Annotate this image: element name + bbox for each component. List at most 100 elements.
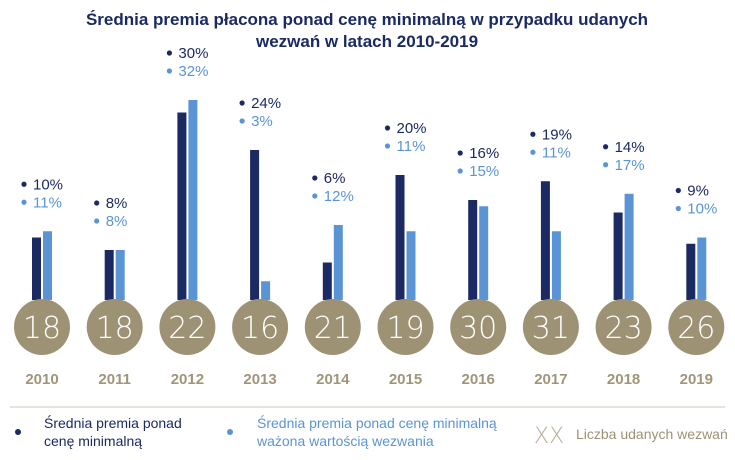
value-label-series1-2015: 20% <box>397 120 427 137</box>
legend: Średnia premia ponad cenę minimalną Śred… <box>15 414 728 449</box>
count-label-2012: 22 <box>168 311 206 346</box>
bar-series2-2011 <box>115 250 125 300</box>
count-circle-2017 <box>522 299 579 355</box>
value-label-series2-2012: 32% <box>178 63 208 80</box>
x-tick-2013: 2013 <box>243 371 276 388</box>
bar-series1-2016 <box>468 200 478 300</box>
value-label-series2-2011: 8% <box>106 213 128 230</box>
legend-series2-label-line2: ważona wartością wezwania <box>256 433 434 449</box>
bar-series2-2018 <box>624 193 634 300</box>
count-label-2010: 18 <box>23 311 61 346</box>
x-tick-2017: 2017 <box>534 371 567 388</box>
label-dot-series1-2019 <box>675 187 681 194</box>
label-dot-series2-2015 <box>384 143 391 149</box>
count-label-2017: 31 <box>532 311 570 346</box>
bar-series1-2012 <box>177 112 187 300</box>
value-label-series1-2018: 14% <box>615 139 645 156</box>
count-circle-2010 <box>14 299 70 355</box>
label-dot-series1-2010 <box>21 181 27 187</box>
value-label-series2-2010: 11% <box>33 194 62 211</box>
count-circle-2019 <box>668 299 725 355</box>
bar-series2-2013 <box>261 281 271 300</box>
count-label-2014: 21 <box>314 311 352 346</box>
bar-series2-2017 <box>551 231 561 300</box>
count-circle-2013 <box>232 299 289 355</box>
legend-series2-label-line1: Średnia premia ponad cenę minimalną <box>257 414 497 431</box>
x-tick-2010: 2010 <box>25 371 58 388</box>
legend-series1-label-line2: cenę minimalną <box>44 433 142 449</box>
label-dot-series2-2013 <box>239 118 245 124</box>
bar-series1-2018 <box>613 212 623 300</box>
x-tick-2019: 2019 <box>680 371 713 388</box>
label-dot-series2-2017 <box>530 149 536 155</box>
bar-series1-2019 <box>686 243 696 300</box>
label-dot-series1-2012 <box>166 50 172 56</box>
count-circle-2014 <box>304 299 361 355</box>
count-circle-2018 <box>595 299 652 355</box>
value-label-series1-2010: 10% <box>33 176 63 193</box>
count-label-2016: 30 <box>459 311 497 346</box>
value-label-series1-2017: 19% <box>542 126 572 143</box>
bar-series1-2014 <box>322 262 332 300</box>
label-dot-series2-2014 <box>312 193 318 199</box>
label-dot-series2-2011 <box>94 218 100 224</box>
bar-series2-2016 <box>479 206 489 300</box>
label-dot-series1-2014 <box>312 175 318 181</box>
count-label-2011: 18 <box>96 311 134 346</box>
value-label-series1-2016: 16% <box>469 145 499 162</box>
count-label-2015: 19 <box>386 311 424 346</box>
bar-series2-2012 <box>188 100 198 300</box>
label-dot-series1-2017 <box>530 131 536 137</box>
bar-series1-2013 <box>250 150 260 300</box>
value-label-series1-2014: 6% <box>324 170 346 187</box>
x-tick-2012: 2012 <box>171 371 204 388</box>
x-tick-2018: 2018 <box>607 371 640 388</box>
legend-count-label: Liczba udanych wezwań <box>576 426 728 442</box>
value-label-series2-2014: 12% <box>324 188 354 205</box>
bar-series2-2019 <box>697 237 707 300</box>
count-circle-2016 <box>450 299 507 355</box>
count-label-2019: 26 <box>677 311 715 346</box>
label-dot-series1-2018 <box>603 144 609 150</box>
chart-title-line2: wezwań w latach 2010-2019 <box>255 32 478 51</box>
label-dot-series1-2015 <box>384 125 391 131</box>
x-tick-2011: 2011 <box>98 371 131 388</box>
value-label-series1-2019: 9% <box>687 183 709 200</box>
bar-series1-2015 <box>395 175 405 300</box>
x-tick-2014: 2014 <box>316 371 350 388</box>
label-dot-series2-2016 <box>457 168 463 174</box>
legend-series1-marker <box>15 429 21 435</box>
legend-count-symbol: XX <box>534 424 564 449</box>
count-circle-2011 <box>86 299 143 355</box>
count-label-2018: 23 <box>605 311 643 346</box>
bar-series1-2017 <box>540 181 550 300</box>
value-label-series2-2016: 15% <box>469 163 499 180</box>
value-label-series1-2012: 30% <box>178 45 208 62</box>
label-dot-series1-2011 <box>94 200 100 206</box>
chart-title-line1: Średnia premia płacona ponad cenę minima… <box>86 10 648 29</box>
value-label-series2-2013: 3% <box>251 113 273 130</box>
bar-series2-2010 <box>43 231 52 300</box>
label-dot-series1-2013 <box>239 100 245 106</box>
label-dot-series2-2012 <box>166 68 172 74</box>
bar-series1-2010 <box>32 237 41 300</box>
bar-series2-2015 <box>406 231 416 300</box>
count-circle-2012 <box>159 299 216 355</box>
x-tick-2016: 2016 <box>462 371 495 388</box>
label-dot-series2-2019 <box>675 205 681 212</box>
bar-series2-2014 <box>333 225 343 300</box>
plot-area: 10%11%1820108%8%18201130%32%22201224%3%1… <box>14 45 725 388</box>
legend-series1-label-line1: Średnia premia ponad <box>44 414 182 431</box>
legend-series2-marker <box>227 429 233 435</box>
bar-series1-2011 <box>104 250 114 300</box>
value-label-series2-2019: 10% <box>687 201 717 218</box>
label-dot-series1-2016 <box>457 150 463 156</box>
label-dot-series2-2018 <box>603 162 609 168</box>
value-label-series2-2015: 11% <box>397 138 426 155</box>
value-label-series2-2018: 17% <box>615 157 645 174</box>
value-label-series1-2011: 8% <box>106 195 128 212</box>
count-circle-2015 <box>377 299 434 355</box>
value-label-series2-2017: 11% <box>542 144 571 161</box>
count-label-2013: 16 <box>241 311 279 346</box>
